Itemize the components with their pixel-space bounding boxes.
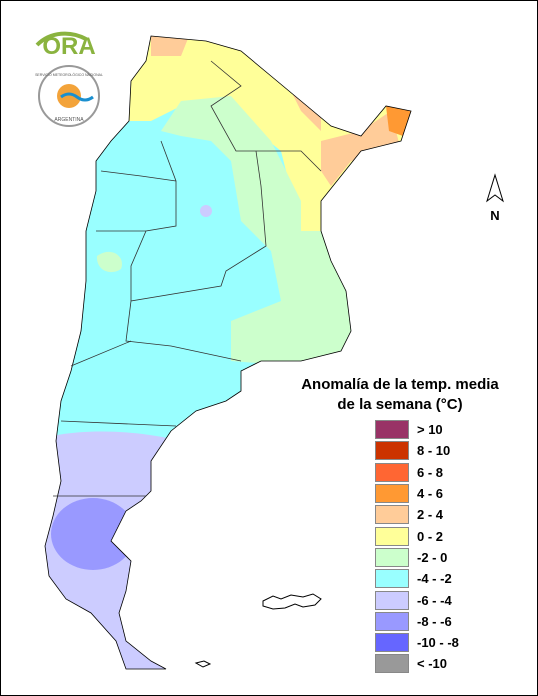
logo-sun — [57, 84, 81, 108]
legend-title: de la semana (°C) — [337, 396, 463, 413]
logo-wave — [60, 92, 94, 102]
legend-label: -10 - -8 — [417, 635, 459, 651]
logo-swoosh — [35, 31, 87, 47]
legend-swatch — [375, 633, 409, 653]
legend-item: -2 - 0 — [375, 547, 459, 568]
legend-label: 6 - 8 — [417, 464, 444, 480]
logo-seal-top: SERVICIO METEOROLÓGICO NACIONAL — [35, 72, 103, 77]
legend-label: -8 - -6 — [417, 613, 452, 629]
compass-label: N — [490, 208, 499, 223]
legend-item: 6 - 8 — [375, 462, 459, 483]
legend-swatch — [375, 505, 409, 525]
legend-label: -6 - -4 — [417, 592, 452, 608]
legend-title: Anomalía de la temp. media — [301, 376, 499, 393]
legend-label: -4 - -2 — [417, 571, 452, 587]
falkland-islands — [262, 593, 322, 610]
legend-swatch — [375, 569, 409, 589]
legend-swatch — [375, 590, 409, 610]
legend-label: 4 - 6 — [417, 486, 444, 502]
legend-item: -10 - -8 — [375, 632, 459, 653]
legend-label: > 10 — [417, 422, 443, 438]
logo-seal-bottom: ARGENTINA — [54, 117, 84, 123]
legend-item: 8 - 10 — [375, 440, 459, 461]
legend-item: 2 - 4 — [375, 504, 459, 525]
legend-item: > 10 — [375, 419, 459, 440]
legend-item: -6 - -4 — [375, 589, 459, 610]
legend-swatch — [375, 547, 409, 567]
legend-swatch — [375, 654, 409, 674]
province-borders — [44, 35, 412, 670]
legend-label: -2 - 0 — [417, 549, 448, 565]
legend-label: 0 - 2 — [417, 528, 444, 544]
legend-label: 2 - 4 — [417, 507, 444, 523]
logo-text: ORA — [42, 33, 95, 60]
legend-item: 0 - 2 — [375, 525, 459, 546]
island — [194, 660, 212, 668]
legend: > 10 8 - 10 6 - 8 4 - 6 2 - 4 0 - 2 -2 - 0 -4 -… — [375, 419, 459, 675]
legend-label: < -10 — [417, 656, 447, 672]
legend-item: 4 - 6 — [375, 483, 459, 504]
compass-arrow — [486, 173, 504, 203]
legend-item: < -10 — [375, 653, 459, 674]
legend-swatch — [375, 611, 409, 631]
legend-item: -8 - -6 — [375, 611, 459, 632]
legend-item: -4 - -2 — [375, 568, 459, 589]
legend-swatch — [375, 484, 409, 504]
legend-swatch — [375, 441, 409, 461]
legend-label: 8 - 10 — [417, 443, 451, 459]
legend-swatch — [375, 526, 409, 546]
legend-swatch — [375, 420, 409, 440]
legend-swatch — [375, 462, 409, 482]
